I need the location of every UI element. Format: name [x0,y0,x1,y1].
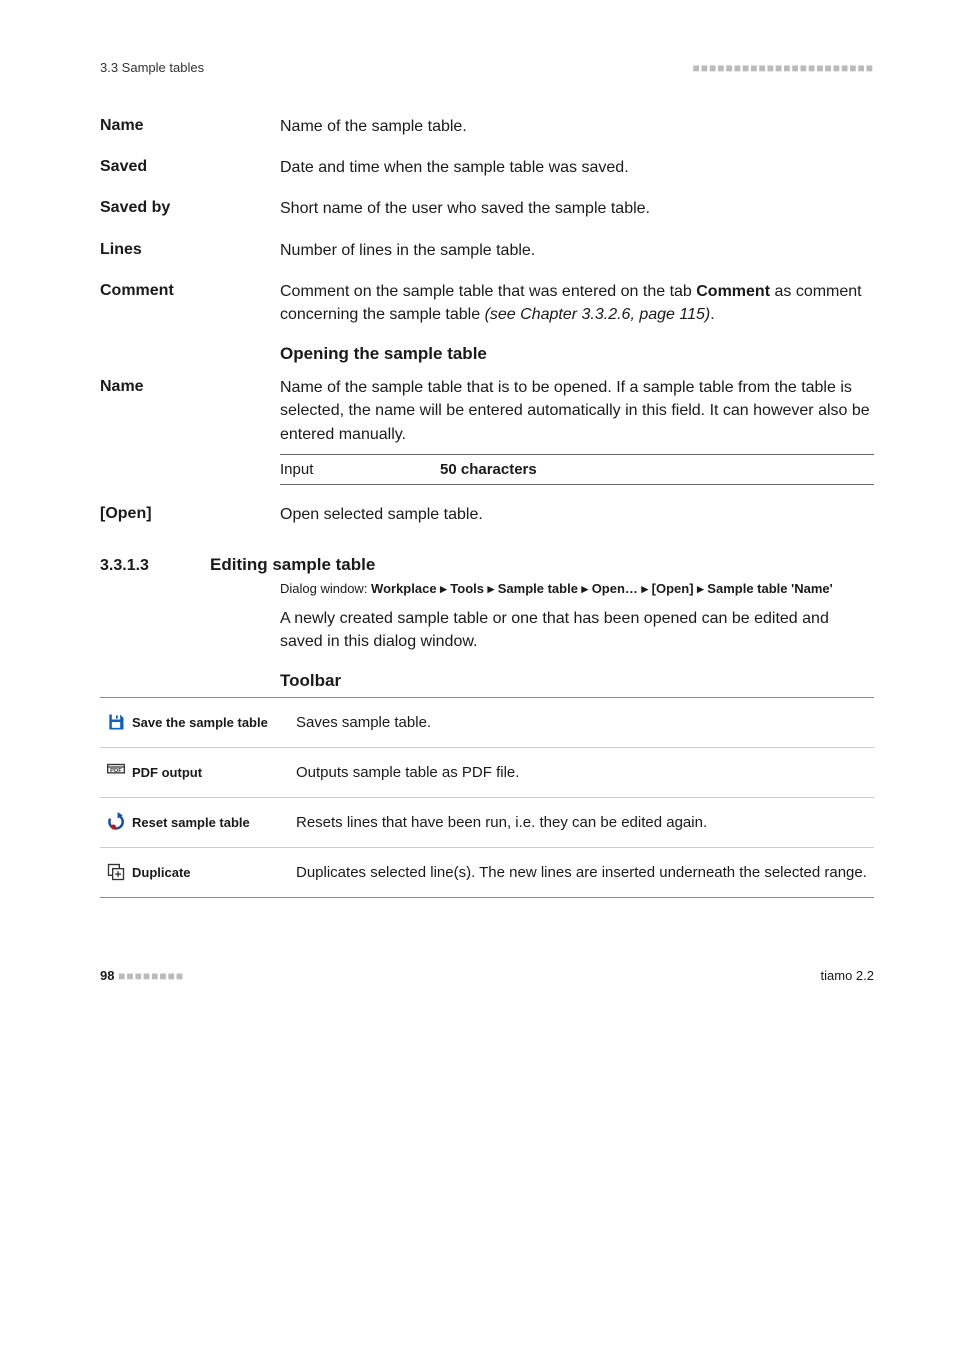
def-body: Date and time when the sample table was … [280,156,874,179]
def-row: Saved by Short name of the user who save… [100,197,874,220]
section-title: Editing sample table [210,555,375,575]
dialog-window-line: Dialog window: Workplace ▸ Tools ▸ Sampl… [280,581,874,597]
toolbar-row: PDF PDF output Outputs sample table as P… [100,747,874,797]
def-row: Saved Date and time when the sample tabl… [100,156,874,179]
toolbar-action[interactable]: Save the sample table [106,712,296,732]
reset-icon [106,812,126,832]
opening-name-body: Name of the sample table that is to be o… [280,376,874,446]
product-name: tiamo 2.2 [821,968,874,983]
comment-pre: Comment on the sample table that was ent… [280,283,696,300]
def-body: Number of lines in the sample table. [280,239,874,262]
toolbar-desc: Duplicates selected line(s). The new lin… [296,862,868,883]
comment-post: . [710,306,714,323]
input-constraint-row: Input 50 characters [280,454,874,486]
toolbar-row: Reset sample table Resets lines that hav… [100,797,874,847]
page-number: 98 [100,968,114,983]
def-body-comment: Comment on the sample table that was ent… [280,280,874,326]
dialog-lead: Dialog window: [280,581,371,596]
dialog-path: Workplace ▸ Tools ▸ Sample table ▸ Open…… [371,581,833,596]
page-header: 3.3 Sample tables ■■■■■■■■■■■■■■■■■■■■■■ [100,60,874,75]
def-open-button: [Open] Open selected sample table. [100,503,874,526]
toolbar-action[interactable]: Reset sample table [106,812,296,832]
def-body: Name of the sample table. [280,115,874,138]
def-label: Saved by [100,197,280,220]
def-label: Name [100,115,280,138]
section-heading: 3.3.1.3 Editing sample table [100,555,874,575]
footer-ornament: ■■■■■■■■ [118,969,184,983]
toolbar-desc: Outputs sample table as PDF file. [296,762,868,783]
breadcrumb: 3.3 Sample tables [100,60,204,75]
section-num: 3.3.1.3 [100,557,210,575]
toolbar-desc: Resets lines that have been run, i.e. th… [296,812,868,833]
toolbar-label: Duplicate [132,865,191,880]
open-body: Open selected sample table. [280,503,874,526]
svg-text:PDF: PDF [110,768,122,774]
def-row: Name Name of the sample table. [100,115,874,138]
input-value: 50 characters [440,459,537,481]
toolbar-heading: Toolbar [280,671,874,691]
save-icon [106,712,126,732]
page-footer: 98 ■■■■■■■■ tiamo 2.2 [100,968,874,983]
toolbar-action[interactable]: PDF PDF output [106,762,296,782]
toolbar-label: Reset sample table [132,815,250,830]
toolbar-row: Duplicate Duplicates selected line(s). T… [100,847,874,897]
def-opening-name: Name Name of the sample table that is to… [100,376,874,485]
def-label-comment: Comment [100,280,280,326]
comment-ref: (see Chapter 3.3.2.6, page 115) [485,306,711,323]
open-label: [Open] [100,503,280,526]
opening-name-label: Name [100,376,280,485]
opening-heading: Opening the sample table [280,344,874,364]
toolbar-label: Save the sample table [132,715,268,730]
header-ornament: ■■■■■■■■■■■■■■■■■■■■■■ [693,61,874,75]
def-row: Lines Number of lines in the sample tabl… [100,239,874,262]
pdf-icon: PDF [106,762,126,782]
toolbar-row: Save the sample table Saves sample table… [100,698,874,747]
def-comment: Comment Comment on the sample table that… [100,280,874,326]
section-paragraph: A newly created sample table or one that… [280,607,874,653]
toolbar-table: Save the sample table Saves sample table… [100,697,874,898]
toolbar-action[interactable]: Duplicate [106,862,296,882]
def-body: Short name of the user who saved the sam… [280,197,874,220]
toolbar-label: PDF output [132,765,202,780]
def-label: Lines [100,239,280,262]
toolbar-desc: Saves sample table. [296,712,868,733]
def-label: Saved [100,156,280,179]
duplicate-icon [106,862,126,882]
comment-bold: Comment [696,283,770,300]
input-label: Input [280,459,440,481]
